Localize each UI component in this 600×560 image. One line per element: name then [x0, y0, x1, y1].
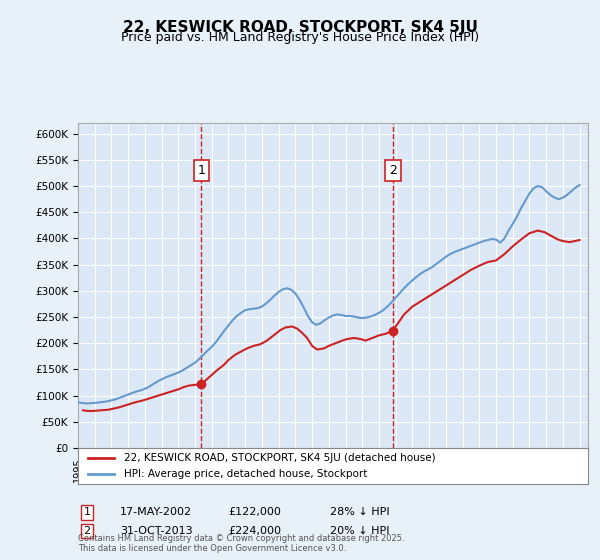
Text: 1: 1 [197, 164, 205, 177]
Text: HPI: Average price, detached house, Stockport: HPI: Average price, detached house, Stoc… [124, 469, 367, 479]
Text: 31-OCT-2013: 31-OCT-2013 [120, 526, 193, 536]
Text: Contains HM Land Registry data © Crown copyright and database right 2025.
This d: Contains HM Land Registry data © Crown c… [78, 534, 404, 553]
Text: 28% ↓ HPI: 28% ↓ HPI [330, 507, 389, 517]
Text: 1: 1 [83, 507, 91, 517]
Text: 22, KESWICK ROAD, STOCKPORT, SK4 5JU (detached house): 22, KESWICK ROAD, STOCKPORT, SK4 5JU (de… [124, 453, 436, 463]
Text: 17-MAY-2002: 17-MAY-2002 [120, 507, 192, 517]
Text: 20% ↓ HPI: 20% ↓ HPI [330, 526, 389, 536]
Text: 22, KESWICK ROAD, STOCKPORT, SK4 5JU: 22, KESWICK ROAD, STOCKPORT, SK4 5JU [122, 20, 478, 35]
Text: 2: 2 [83, 526, 91, 536]
Text: £122,000: £122,000 [228, 507, 281, 517]
Text: £224,000: £224,000 [228, 526, 281, 536]
Text: 2: 2 [389, 164, 397, 177]
Text: Price paid vs. HM Land Registry's House Price Index (HPI): Price paid vs. HM Land Registry's House … [121, 31, 479, 44]
